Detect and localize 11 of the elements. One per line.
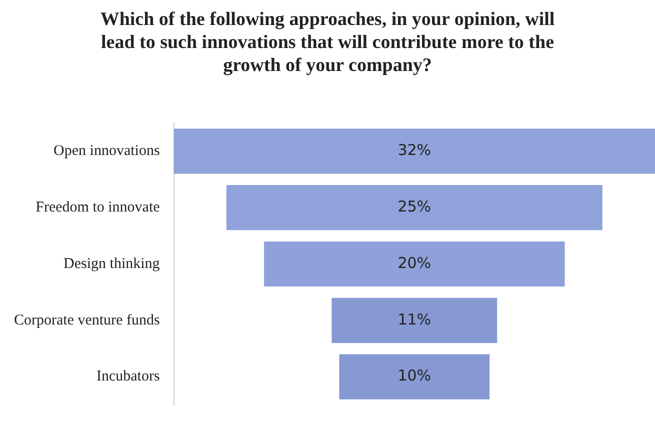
data-label: 11% xyxy=(398,310,432,328)
category-label: Freedom to innovate xyxy=(36,200,160,216)
data-label: 20% xyxy=(398,254,432,272)
text: Which of the following approaches, in your opinion, will lead to such innovations that will contribute more to the growth of your company? xyxy=(99,8,556,77)
category-label: Design thinking xyxy=(64,256,160,272)
category-label: Open innovations xyxy=(54,143,160,160)
category-label: Incubators xyxy=(96,368,160,385)
category-label: Corporate venture funds xyxy=(14,312,160,328)
data-label: 25% xyxy=(398,197,432,216)
data-label: 32% xyxy=(398,141,432,160)
data-label: 10% xyxy=(398,366,432,385)
